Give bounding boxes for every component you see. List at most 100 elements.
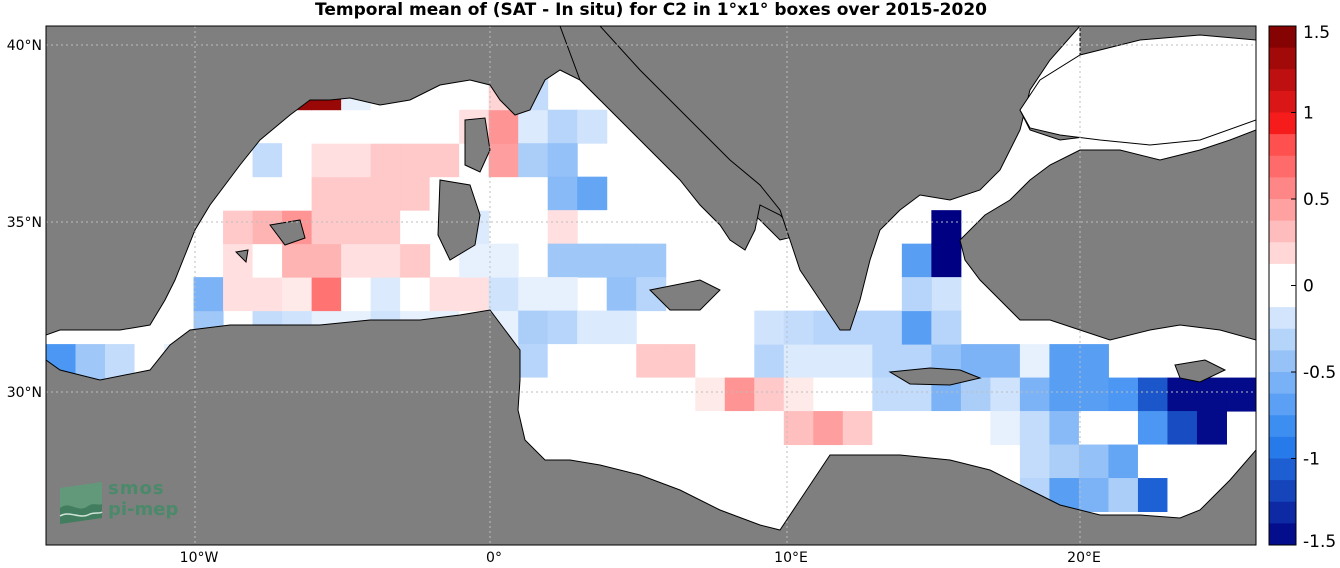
colorbar-swatch (1269, 501, 1296, 524)
data-cell (488, 243, 519, 278)
data-cell (311, 176, 342, 211)
lon-tick-20e: 20°E (1067, 550, 1101, 566)
data-cell (1167, 478, 1198, 513)
data-cell (842, 377, 873, 412)
colorbar-swatch (1269, 415, 1296, 438)
data-cell (606, 277, 637, 312)
data-cell (193, 277, 224, 312)
data-cell (842, 411, 873, 446)
data-cell (990, 411, 1021, 446)
colorbar-swatch (1269, 393, 1296, 416)
data-cell (1019, 377, 1050, 412)
lat-tick-35: 35°N (7, 215, 42, 231)
data-cell (223, 210, 254, 245)
data-cell (724, 344, 755, 379)
colorbar-swatch (1269, 155, 1296, 178)
colorbar-tick-label: 0 (1303, 277, 1314, 297)
data-cell (252, 176, 283, 211)
data-cell (282, 243, 313, 278)
data-cell (872, 411, 903, 446)
colorbar-swatch (1269, 112, 1296, 135)
data-cell (960, 411, 991, 446)
data-cell (223, 176, 254, 211)
data-cell (1137, 478, 1168, 513)
data-cell (1196, 377, 1227, 412)
data-cell (547, 176, 578, 211)
data-cell (990, 377, 1021, 412)
data-cell (1137, 411, 1168, 446)
data-cell (223, 243, 254, 278)
data-cell (1108, 478, 1139, 513)
data-cell (754, 344, 785, 379)
data-cell (1049, 444, 1080, 479)
colorbar-swatch (1269, 350, 1296, 373)
data-cell (282, 143, 313, 178)
data-cell (636, 377, 667, 412)
colorbar-swatch (1269, 307, 1296, 330)
data-cell (400, 176, 431, 211)
colorbar-swatch (1269, 199, 1296, 222)
lon-tick-0: 0° (486, 550, 502, 566)
data-cell (577, 176, 608, 211)
colorbar-tick-label: -1 (1303, 450, 1320, 470)
data-cell (1078, 411, 1109, 446)
colorbar-swatch (1269, 328, 1296, 351)
data-cell (400, 277, 431, 312)
logo-line-2: pi-mep (108, 499, 179, 520)
gridlines (46, 26, 1256, 545)
black-sea (1019, 34, 1256, 146)
data-cell (341, 176, 372, 211)
colorbar-swatch (1269, 90, 1296, 113)
colorbar-tick-label: 1 (1303, 104, 1314, 124)
data-cell (1019, 411, 1050, 446)
data-cell (1049, 377, 1080, 412)
data-cell (370, 210, 401, 245)
land-crete (888, 367, 982, 386)
colorbar-swatch (1269, 523, 1296, 546)
data-cell (370, 109, 401, 144)
data-cell (311, 277, 342, 312)
data-cell (547, 411, 578, 446)
colorbar-swatch (1269, 134, 1296, 157)
data-cell (1078, 444, 1109, 479)
data-cell (1049, 411, 1080, 446)
data-cell (606, 344, 637, 379)
data-cell (606, 243, 637, 278)
colorbar-swatch (1269, 26, 1296, 49)
data-cell (311, 210, 342, 245)
land-ibiza (234, 249, 249, 264)
data-cell (547, 344, 578, 379)
data-cell (901, 411, 932, 446)
colorbar-swatch (1269, 263, 1296, 286)
data-cell (1108, 411, 1139, 446)
colorbar-swatch (1269, 458, 1296, 481)
data-cell (1019, 444, 1050, 479)
data-cell (488, 109, 519, 144)
data-cell (429, 277, 460, 312)
data-cell (665, 377, 696, 412)
data-cell (577, 344, 608, 379)
data-cell (901, 243, 932, 278)
data-cell (1167, 444, 1198, 479)
data-cell (606, 377, 637, 412)
data-cell (813, 411, 844, 446)
data-cell (429, 143, 460, 178)
data-cell (1049, 344, 1080, 379)
colorbar-swatch (1269, 177, 1296, 200)
land-cyprus (1174, 359, 1227, 383)
data-cell (400, 243, 431, 278)
data-cell (577, 109, 608, 144)
colorbar-swatch (1269, 372, 1296, 395)
data-cell (931, 210, 962, 245)
data-cell (429, 109, 460, 144)
data-cell (311, 243, 342, 278)
colorbar-tick-label: 1.5 (1303, 23, 1330, 43)
colorbar-tick-label: -1.5 (1303, 532, 1336, 552)
data-cell (724, 411, 755, 446)
data-cell (606, 310, 637, 345)
data-cell (665, 411, 696, 446)
data-cell (518, 143, 549, 178)
data-cell (724, 377, 755, 412)
data-cell (931, 310, 962, 345)
data-cell (606, 210, 637, 245)
